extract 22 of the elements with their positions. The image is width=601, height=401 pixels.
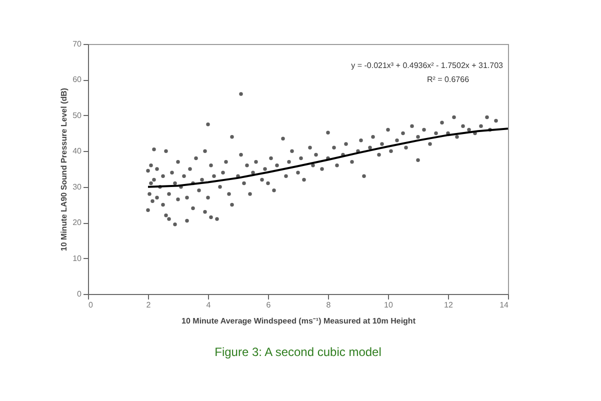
x-tick-label: 6 [266, 300, 272, 310]
y-axis-title: 10 Minute LA90 Sound Pressure Level (dB) [60, 88, 69, 252]
y-tick-label: 10 [72, 254, 82, 263]
line-series [147, 128, 509, 188]
annotation: R² = 0.6766 [426, 75, 470, 84]
x-tick-label: 12 [444, 300, 454, 310]
y-tick-label: 50 [72, 110, 82, 120]
x-tick-label: 0 [88, 300, 94, 310]
y-tick-label: 60 [72, 75, 82, 84]
y-tick-label: 0 [77, 290, 82, 298]
y-tick-label: 20 [72, 218, 82, 228]
annotation: y = -0.021x³ + 0.4936x² - 1.7502x + 31.703 [351, 61, 504, 70]
x-axis-title: 10 Minute Average Windspeed (ms⁻¹) Measured at 10m Height [182, 316, 416, 326]
x-tick-label: 8 [326, 300, 332, 310]
y-tick-label: 40 [72, 146, 82, 156]
x-tick-label: 2 [146, 300, 152, 310]
x-tick-label: 14 [500, 300, 510, 310]
caption: Figure 3: A second cubic model [214, 345, 382, 359]
y-tick-label: 30 [72, 182, 82, 192]
x-tick-label: 4 [206, 300, 212, 310]
x-tick-label: 10 [384, 300, 394, 310]
y-tick-label: 70 [72, 40, 82, 48]
